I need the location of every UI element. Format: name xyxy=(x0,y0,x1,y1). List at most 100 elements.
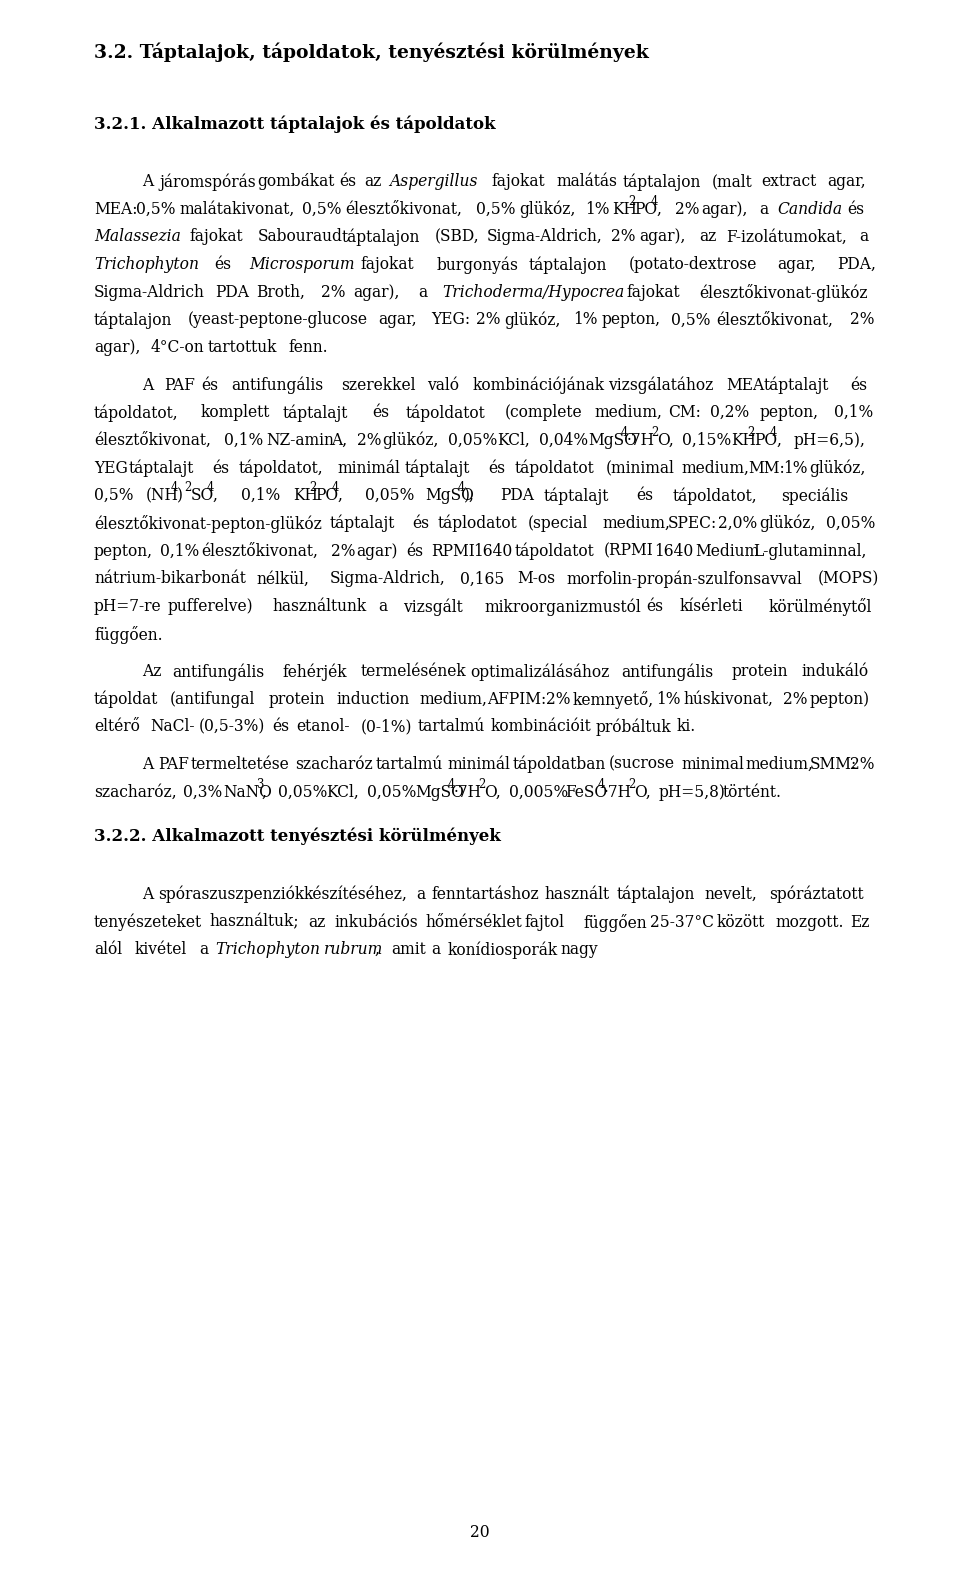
Text: és: és xyxy=(272,718,289,735)
Text: fehérjék: fehérjék xyxy=(282,663,347,680)
Text: alól: alól xyxy=(94,941,122,959)
Text: PAF: PAF xyxy=(158,756,189,773)
Text: és: és xyxy=(488,460,505,477)
Text: vizsgálatához: vizsgálatához xyxy=(608,376,713,394)
Text: fenntartáshoz: fenntartáshoz xyxy=(431,886,540,903)
Text: 2%: 2% xyxy=(612,228,636,246)
Text: malátakivonat,: malátakivonat, xyxy=(179,201,295,217)
Text: 4: 4 xyxy=(620,427,628,439)
Text: A: A xyxy=(142,173,154,190)
Text: táptalajt: táptalajt xyxy=(405,460,470,477)
Text: A: A xyxy=(142,376,154,394)
Text: élesztőkivonat,: élesztőkivonat, xyxy=(201,543,318,560)
Text: MgSO: MgSO xyxy=(416,784,465,801)
Text: táptalajon: táptalajon xyxy=(342,228,420,246)
Text: Trichoderma/Hypocrea: Trichoderma/Hypocrea xyxy=(442,283,624,301)
Text: szacharóz: szacharóz xyxy=(295,756,372,773)
Text: 1%: 1% xyxy=(573,312,598,329)
Text: ,: , xyxy=(213,488,218,504)
Text: fajokat: fajokat xyxy=(626,283,680,301)
Text: ·7H: ·7H xyxy=(627,431,655,449)
Text: (sucrose: (sucrose xyxy=(609,756,675,773)
Text: 0,5%: 0,5% xyxy=(671,312,710,329)
Text: agar): agar) xyxy=(357,543,398,560)
Text: 2: 2 xyxy=(478,778,486,790)
Text: extract: extract xyxy=(761,173,817,190)
Text: spóráztatott: spóráztatott xyxy=(769,886,864,903)
Text: tápoldatot,: tápoldatot, xyxy=(672,488,756,505)
Text: nélkül,: nélkül, xyxy=(256,570,309,587)
Text: a: a xyxy=(431,941,441,959)
Text: AFPIM:: AFPIM: xyxy=(487,691,546,708)
Text: a: a xyxy=(416,886,425,903)
Text: tápoldat: tápoldat xyxy=(94,691,158,708)
Text: a: a xyxy=(859,228,869,246)
Text: fajokat: fajokat xyxy=(492,173,544,190)
Text: YEG: YEG xyxy=(94,460,128,477)
Text: 1%: 1% xyxy=(586,201,611,217)
Text: 0,5%: 0,5% xyxy=(94,488,133,504)
Text: pepton,: pepton, xyxy=(602,312,661,329)
Text: PDA,: PDA, xyxy=(837,257,876,272)
Text: a: a xyxy=(199,941,208,959)
Text: antifungális: antifungális xyxy=(621,663,713,680)
Text: SMM:: SMM: xyxy=(810,756,857,773)
Text: körülménytől: körülménytől xyxy=(769,598,873,615)
Text: Aspergillus: Aspergillus xyxy=(390,173,478,190)
Text: L-glutaminnal,: L-glutaminnal, xyxy=(753,543,866,560)
Text: morfolin-propán-szulfonsavval: morfolin-propán-szulfonsavval xyxy=(566,570,802,587)
Text: 2: 2 xyxy=(748,427,755,439)
Text: agar),: agar), xyxy=(638,228,685,246)
Text: tápoldatban: tápoldatban xyxy=(512,756,606,773)
Text: vizsgált: vizsgált xyxy=(403,598,463,615)
Text: rubrum: rubrum xyxy=(324,941,384,959)
Text: komplett: komplett xyxy=(201,405,270,422)
Text: spóraszuszpenziók: spóraszuszpenziók xyxy=(158,886,304,903)
Text: (0-1%): (0-1%) xyxy=(361,718,413,735)
Text: 0,05%: 0,05% xyxy=(278,784,327,801)
Text: (NH: (NH xyxy=(146,488,179,504)
Text: ·7H: ·7H xyxy=(454,784,482,801)
Text: 0,2%: 0,2% xyxy=(710,405,749,422)
Text: minimal: minimal xyxy=(682,756,744,773)
Text: 3: 3 xyxy=(255,778,263,790)
Text: élesztőkivonat,: élesztőkivonat, xyxy=(345,201,462,217)
Text: 4: 4 xyxy=(597,778,605,790)
Text: PO: PO xyxy=(754,431,777,449)
Text: 0,1%: 0,1% xyxy=(225,431,264,449)
Text: 2: 2 xyxy=(651,427,658,439)
Text: eltérő: eltérő xyxy=(94,718,140,735)
Text: (SBD,: (SBD, xyxy=(434,228,479,246)
Text: O,: O, xyxy=(657,431,674,449)
Text: (malt: (malt xyxy=(712,173,753,190)
Text: agar),: agar), xyxy=(94,338,140,356)
Text: SO: SO xyxy=(191,488,214,504)
Text: termelésének: termelésének xyxy=(360,663,466,680)
Text: 4: 4 xyxy=(770,427,778,439)
Text: a: a xyxy=(759,201,769,217)
Text: 2%: 2% xyxy=(850,312,875,329)
Text: RPMI: RPMI xyxy=(431,543,475,560)
Text: és: és xyxy=(372,405,390,422)
Text: és: és xyxy=(212,460,228,477)
Text: (0,5-3%): (0,5-3%) xyxy=(199,718,266,735)
Text: Ez: Ez xyxy=(850,913,870,930)
Text: 0,5%: 0,5% xyxy=(136,201,176,217)
Text: hőmérséklet: hőmérséklet xyxy=(425,913,522,930)
Text: ,: , xyxy=(657,201,661,217)
Text: függően: függően xyxy=(583,913,647,932)
Text: M-os: M-os xyxy=(517,570,555,587)
Text: nagy: nagy xyxy=(561,941,598,959)
Text: 0,5%: 0,5% xyxy=(476,201,516,217)
Text: fenn.: fenn. xyxy=(288,338,327,356)
Text: agar),: agar), xyxy=(701,201,747,217)
Text: medium,: medium, xyxy=(602,515,670,532)
Text: ,: , xyxy=(262,784,267,801)
Text: CM:: CM: xyxy=(668,405,701,422)
Text: (antifungal: (antifungal xyxy=(169,691,254,708)
Text: ki.: ki. xyxy=(677,718,696,735)
Text: PO: PO xyxy=(315,488,338,504)
Text: 2%: 2% xyxy=(321,283,345,301)
Text: 4°C-on: 4°C-on xyxy=(151,338,204,356)
Text: etanol-: etanol- xyxy=(297,718,349,735)
